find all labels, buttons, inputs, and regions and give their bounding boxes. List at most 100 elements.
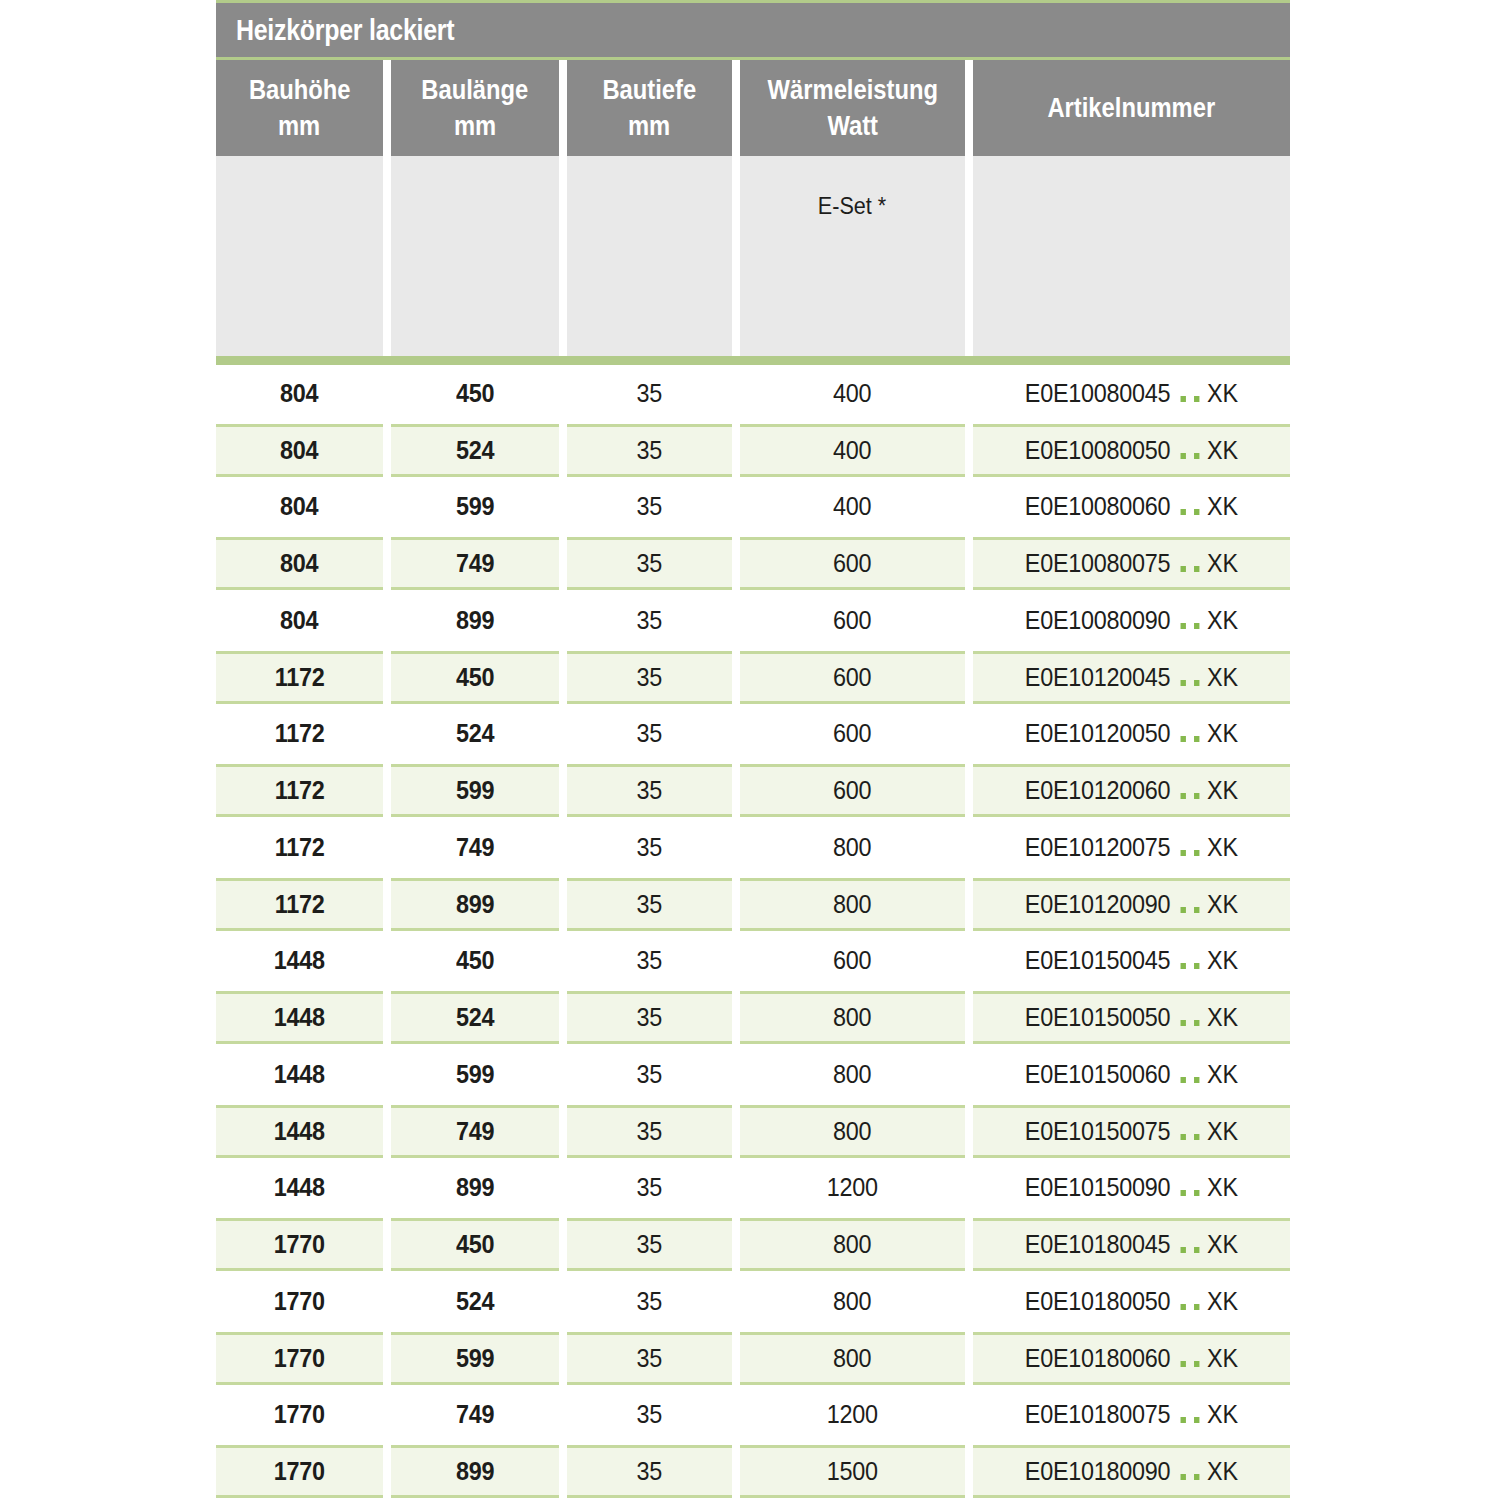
cell-value: 35 — [637, 1172, 662, 1203]
cell-waermeleistung: 600 — [740, 708, 965, 761]
cell-bautiefe: 35 — [567, 1389, 732, 1442]
cell-artikelnummer: E0E10150050XK — [973, 991, 1290, 1044]
cell-value: 35 — [637, 1002, 662, 1033]
cell-bautiefe: 35 — [567, 1218, 732, 1271]
cell-value: 899 — [456, 889, 494, 920]
cell-value: 600 — [833, 945, 871, 976]
artikelnummer-suffix: XK — [1207, 1229, 1238, 1259]
cell-waermeleistung: 800 — [740, 1218, 965, 1271]
artikelnummer-code: E0E10150090 — [1025, 1172, 1170, 1202]
cell-artikelnummer: E0E10120075 XK — [973, 821, 1290, 874]
placeholder-dots-icon — [1180, 566, 1199, 575]
cell-baulaenge: 599 — [391, 1048, 559, 1101]
artikelnummer-suffix: XK — [1207, 889, 1238, 919]
artikelnummer-code: E0E10080060 — [1025, 491, 1170, 521]
artikelnummer-suffix: XK — [1207, 1116, 1238, 1146]
artikelnummer-code: E0E10150075 — [1025, 1116, 1170, 1146]
cell-artikelnummer: E0E10080050 XK — [973, 424, 1290, 477]
cell-bauhoehe: 804 — [216, 367, 383, 420]
cell-artikelnummer: E0E10080075XK — [973, 537, 1290, 590]
cell-baulaenge: 599 — [391, 1332, 559, 1385]
artikelnummer-suffix: XK — [1207, 662, 1238, 692]
artikelnummer-value: E0E10080050 XK — [1025, 435, 1238, 466]
placeholder-dots-icon — [1180, 1361, 1199, 1370]
cell-value: 800 — [833, 889, 871, 920]
cell-artikelnummer: E0E10180075XK — [973, 1389, 1290, 1442]
cell-value: 35 — [637, 889, 662, 920]
cell-bauhoehe: 804 — [216, 594, 383, 647]
cell-artikelnummer: E0E10180050XK — [973, 1275, 1290, 1328]
artikelnummer-value: E0E10080075XK — [1025, 548, 1238, 579]
column-label: Wärmeleistung — [767, 72, 937, 108]
artikelnummer-value: E0E10180090XK — [1025, 1456, 1238, 1487]
cell-value: 804 — [280, 548, 318, 579]
cell-value: 1172 — [275, 775, 325, 806]
artikelnummer-code: E0E10120060 — [1025, 775, 1170, 805]
placeholder-dots-icon — [1180, 850, 1199, 859]
cell-baulaenge: 749 — [391, 1105, 559, 1158]
table-row: 117259935600E0E10120060XK — [216, 762, 1290, 819]
subheader-cell-waermeleistung: E-Set * — [740, 156, 965, 356]
artikelnummer-suffix: XK — [1207, 1343, 1238, 1373]
cell-value: 600 — [833, 548, 871, 579]
artikelnummer-code: E0E10120075 — [1025, 832, 1170, 862]
artikelnummer-suffix: XK — [1207, 718, 1238, 748]
cell-value: 1172 — [275, 889, 325, 920]
artikelnummer-code: E0E10180075 — [1025, 1399, 1170, 1429]
column-unit: mm — [454, 108, 496, 144]
cell-bauhoehe: 1172 — [216, 651, 383, 704]
cell-bautiefe: 35 — [567, 1048, 732, 1101]
cell-bauhoehe: 1770 — [216, 1389, 383, 1442]
artikelnummer-value: E0E10120075 XK — [1025, 832, 1238, 863]
cell-bauhoehe: 804 — [216, 481, 383, 534]
artikelnummer-suffix: XK — [1207, 435, 1238, 465]
cell-bautiefe: 35 — [567, 594, 732, 647]
artikelnummer-code: E0E10150045 — [1025, 945, 1170, 975]
cell-bauhoehe: 1172 — [216, 878, 383, 931]
cell-value: 35 — [637, 1116, 662, 1147]
cell-baulaenge: 599 — [391, 481, 559, 534]
table-row: 1448899351200E0E10150090XK — [216, 1160, 1290, 1217]
cell-artikelnummer: E0E10150060XK — [973, 1048, 1290, 1101]
subheader-cell-baulaenge — [391, 156, 559, 356]
subheader-cell-bautiefe — [567, 156, 732, 356]
artikelnummer-suffix: XK — [1207, 1002, 1238, 1032]
cell-value: 400 — [833, 435, 871, 466]
cell-baulaenge: 749 — [391, 1389, 559, 1442]
cell-value: 1448 — [274, 1002, 325, 1033]
cell-value: 450 — [456, 662, 494, 693]
cell-value: 400 — [833, 491, 871, 522]
cell-waermeleistung: 800 — [740, 1332, 965, 1385]
artikelnummer-value: E0E10150050XK — [1025, 1002, 1238, 1033]
cell-value: 35 — [637, 662, 662, 693]
cell-value: 35 — [637, 1456, 662, 1487]
cell-waermeleistung: 600 — [740, 935, 965, 988]
cell-value: 524 — [456, 1002, 494, 1033]
artikelnummer-code: E0E10150060 — [1025, 1059, 1170, 1089]
artikelnummer-value: E0E10080045XK — [1025, 378, 1238, 409]
cell-baulaenge: 450 — [391, 935, 559, 988]
artikelnummer-value: E0E10150060XK — [1025, 1059, 1238, 1090]
placeholder-dots-icon — [1180, 963, 1199, 972]
artikelnummer-code: E0E10180060 — [1025, 1343, 1170, 1373]
artikelnummer-code: E0E10080090 — [1025, 605, 1170, 635]
cell-waermeleistung: 600 — [740, 764, 965, 817]
cell-bautiefe: 35 — [567, 764, 732, 817]
column-label: Artikelnummer — [1048, 90, 1216, 126]
table-row: 177045035800E0E10180045XK — [216, 1216, 1290, 1273]
table-row: 144845035600E0E10150045XK — [216, 933, 1290, 990]
cell-bautiefe: 35 — [567, 821, 732, 874]
table-row: 80445035400E0E10080045XK — [216, 365, 1290, 422]
cell-artikelnummer: E0E10150090XK — [973, 1162, 1290, 1215]
artikelnummer-suffix: XK — [1207, 832, 1238, 862]
cell-value: 600 — [833, 775, 871, 806]
table-row: 117252435600E0E10120050XK — [216, 706, 1290, 763]
artikelnummer-value: E0E10080060XK — [1025, 491, 1238, 522]
column-header-bauhoehe: Bauhöhemm — [216, 60, 383, 156]
cell-value: 1448 — [274, 1116, 325, 1147]
cell-baulaenge: 450 — [391, 367, 559, 420]
cell-value: 1172 — [275, 662, 325, 693]
artikelnummer-code: E0E10080050 — [1025, 435, 1170, 465]
artikelnummer-value: E0E10120045XK — [1025, 662, 1238, 693]
column-unit: mm — [278, 108, 320, 144]
